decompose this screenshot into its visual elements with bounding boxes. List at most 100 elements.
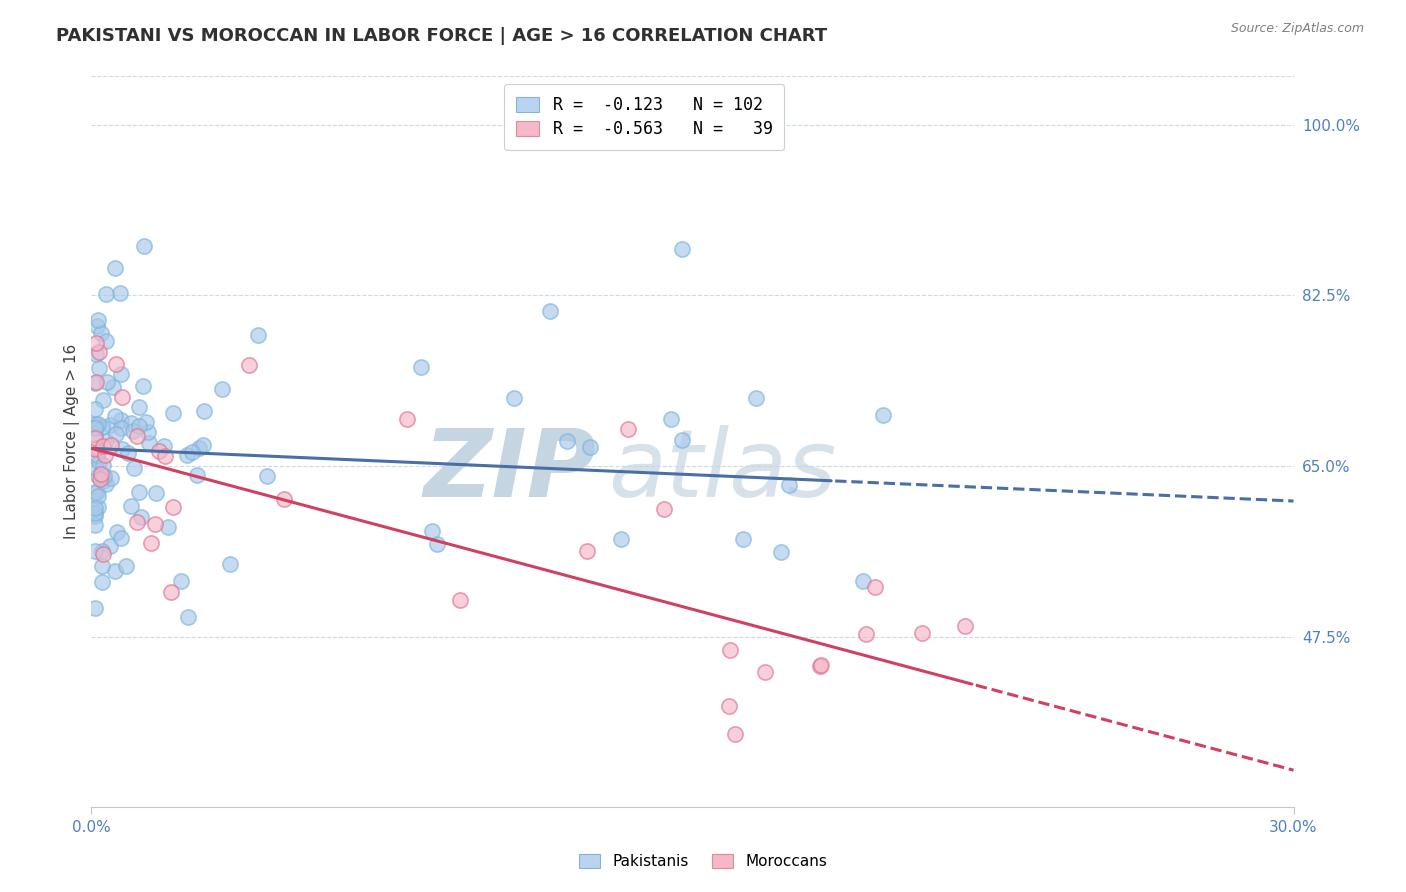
Point bbox=[90, 467, 112, 481]
Point bbox=[84, 375, 107, 389]
Point bbox=[160, 584, 183, 599]
Point bbox=[110, 367, 132, 381]
Point bbox=[84, 500, 107, 515]
Point bbox=[579, 440, 602, 454]
Point bbox=[98, 417, 121, 432]
Point bbox=[177, 610, 200, 624]
Text: atlas: atlas bbox=[609, 425, 837, 516]
Point bbox=[110, 531, 132, 545]
Point bbox=[103, 380, 125, 394]
Point bbox=[188, 441, 211, 455]
Point bbox=[659, 412, 682, 426]
Point bbox=[855, 627, 877, 641]
Point bbox=[555, 434, 578, 448]
Point bbox=[86, 441, 108, 455]
Point bbox=[84, 544, 107, 558]
Point bbox=[808, 659, 831, 673]
Point bbox=[409, 359, 432, 374]
Point bbox=[94, 448, 117, 462]
Point bbox=[94, 287, 117, 301]
Point bbox=[426, 537, 449, 551]
Legend: R =  -0.123   N = 102, R =  -0.563   N =   39: R = -0.123 N = 102, R = -0.563 N = 39 bbox=[505, 84, 785, 150]
Point bbox=[273, 491, 295, 506]
Point bbox=[733, 533, 755, 547]
Point bbox=[111, 390, 134, 404]
Point bbox=[89, 472, 111, 486]
Point bbox=[778, 478, 800, 492]
Point bbox=[111, 442, 134, 457]
Point bbox=[117, 446, 139, 460]
Point bbox=[90, 544, 112, 558]
Point bbox=[105, 357, 128, 371]
Point bbox=[127, 429, 149, 443]
Y-axis label: In Labor Force | Age > 16: In Labor Force | Age > 16 bbox=[65, 344, 80, 539]
Point bbox=[186, 467, 208, 482]
Point bbox=[128, 400, 150, 414]
Point bbox=[84, 427, 107, 442]
Point bbox=[128, 485, 150, 500]
Text: Source: ZipAtlas.com: Source: ZipAtlas.com bbox=[1230, 22, 1364, 36]
Point bbox=[503, 392, 526, 406]
Point bbox=[754, 665, 776, 679]
Point bbox=[96, 375, 118, 389]
Point bbox=[84, 508, 107, 523]
Point bbox=[91, 575, 114, 590]
Point bbox=[110, 413, 132, 427]
Point bbox=[132, 379, 155, 393]
Point bbox=[84, 517, 107, 532]
Point bbox=[256, 469, 278, 483]
Point bbox=[176, 448, 198, 462]
Point bbox=[87, 489, 110, 503]
Point bbox=[193, 438, 215, 452]
Point bbox=[87, 500, 110, 514]
Point bbox=[100, 470, 122, 484]
Point bbox=[87, 455, 110, 469]
Point bbox=[91, 439, 114, 453]
Point bbox=[87, 417, 110, 431]
Point bbox=[136, 425, 159, 439]
Point bbox=[98, 539, 121, 553]
Point bbox=[129, 510, 152, 524]
Point bbox=[110, 421, 132, 435]
Text: ZIP: ZIP bbox=[423, 425, 596, 516]
Point bbox=[103, 409, 125, 423]
Point bbox=[84, 347, 107, 361]
Point bbox=[810, 658, 832, 673]
Point bbox=[395, 412, 418, 426]
Point bbox=[148, 443, 170, 458]
Point bbox=[84, 442, 107, 456]
Point bbox=[91, 458, 114, 472]
Point bbox=[84, 421, 107, 435]
Point bbox=[84, 461, 107, 475]
Point bbox=[91, 559, 114, 574]
Point bbox=[770, 545, 793, 559]
Point bbox=[84, 431, 107, 445]
Point bbox=[84, 485, 107, 500]
Point bbox=[86, 484, 108, 499]
Point bbox=[143, 516, 166, 531]
Point bbox=[87, 313, 110, 327]
Point bbox=[100, 438, 122, 452]
Point bbox=[93, 468, 115, 483]
Point bbox=[145, 485, 167, 500]
Point bbox=[96, 434, 118, 449]
Point bbox=[84, 417, 107, 431]
Point bbox=[155, 449, 177, 463]
Text: PAKISTANI VS MOROCCAN IN LABOR FORCE | AGE > 16 CORRELATION CHART: PAKISTANI VS MOROCCAN IN LABOR FORCE | A… bbox=[56, 27, 827, 45]
Point bbox=[139, 536, 162, 550]
Point bbox=[94, 476, 117, 491]
Point bbox=[115, 559, 138, 574]
Point bbox=[122, 461, 145, 475]
Point bbox=[745, 391, 768, 405]
Point bbox=[89, 345, 111, 359]
Point bbox=[84, 402, 107, 417]
Point bbox=[953, 618, 976, 632]
Point bbox=[671, 433, 693, 447]
Point bbox=[238, 358, 260, 372]
Point bbox=[575, 544, 598, 558]
Point bbox=[863, 580, 886, 594]
Point bbox=[87, 361, 110, 376]
Point bbox=[104, 260, 127, 275]
Point bbox=[911, 626, 934, 640]
Point bbox=[84, 420, 107, 434]
